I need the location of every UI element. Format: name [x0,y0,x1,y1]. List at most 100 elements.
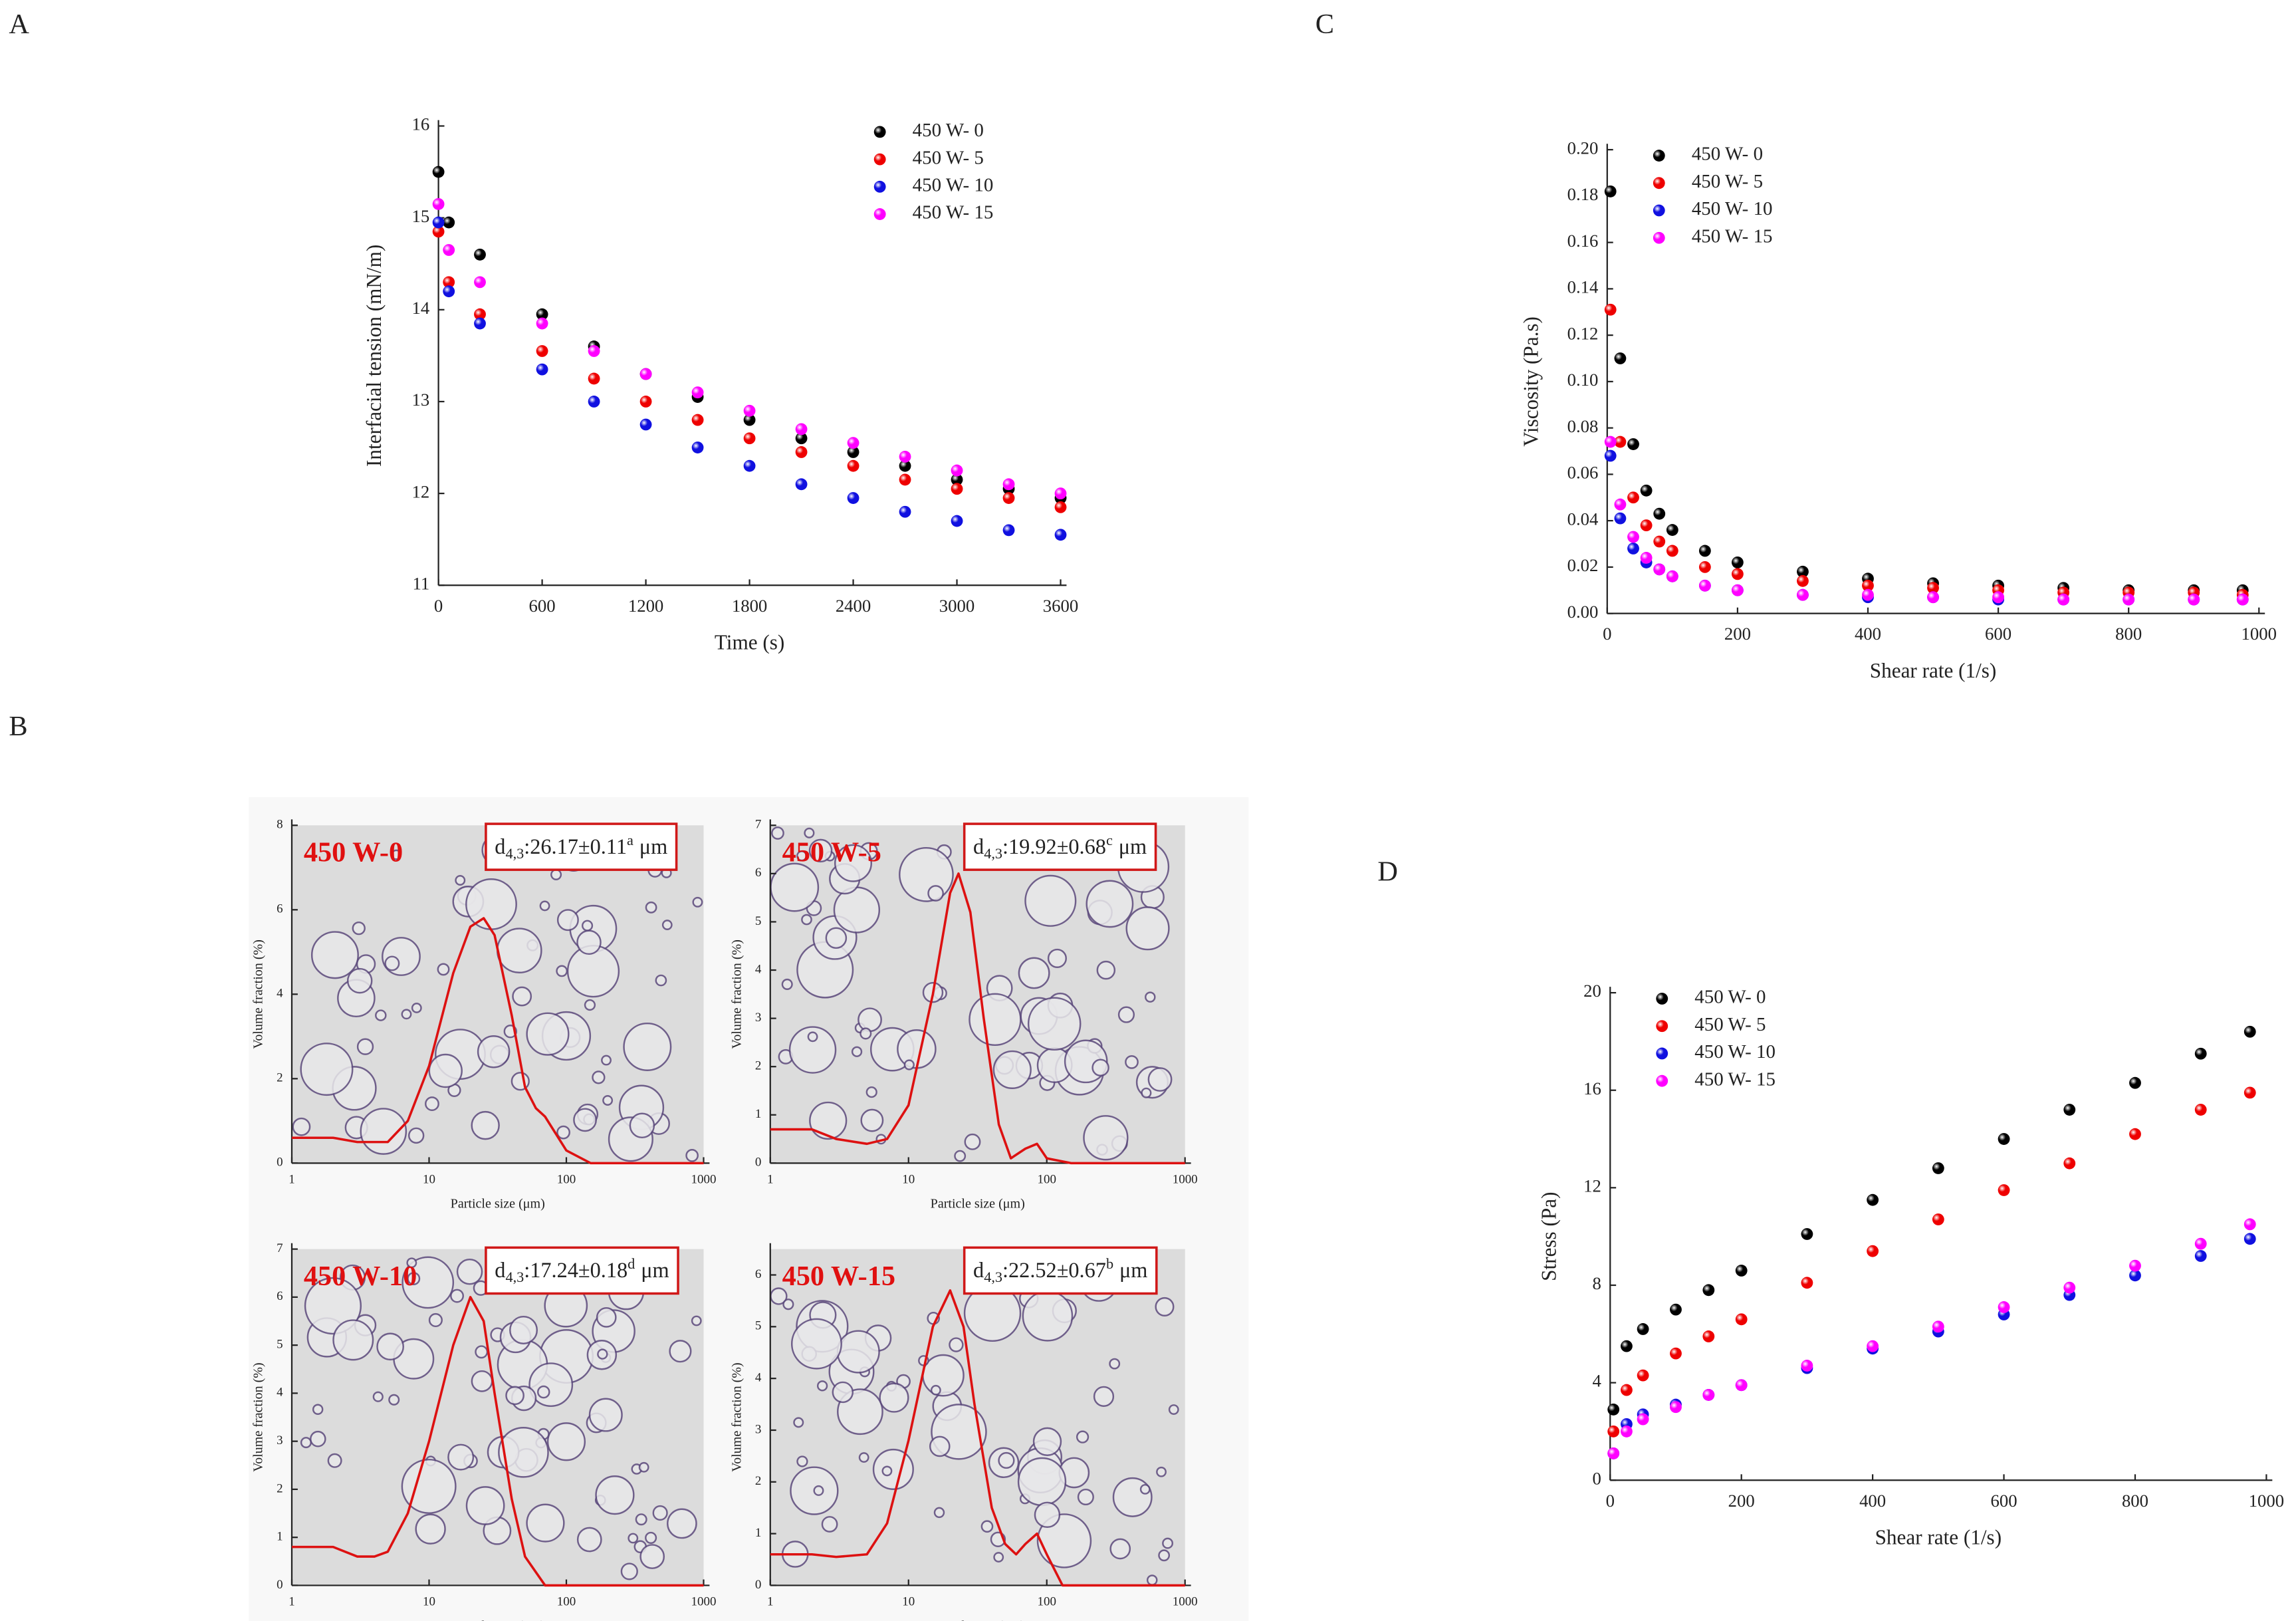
droplet [836,1330,880,1374]
legend-label: 450 W- 0 [1694,987,1766,1008]
annotation-superscript: b [1106,1255,1113,1272]
droplet [356,1038,374,1055]
y-axis-title: Interfacial tension (mN/m) [362,245,386,467]
x-tick-label: 100 [557,1172,576,1186]
data-point [1801,1228,1813,1240]
droplet [1112,1477,1153,1517]
droplet [428,1312,443,1328]
y-tick-label: 0.00 [1567,602,1599,622]
data-point [1604,449,1617,462]
annotation-unit: μm [1119,1259,1147,1283]
y-tick-label: 6 [277,1289,283,1303]
y-tick-label: 0.16 [1567,231,1599,251]
y-tick-label: 8 [277,818,283,832]
data-point [1054,501,1067,513]
data-point [1627,543,1639,555]
data-point [1702,1389,1715,1401]
x-tick-label: 3000 [939,596,975,616]
y-tick-label: 5 [277,1337,283,1351]
droplet [692,896,703,908]
data-point [2063,1281,2076,1294]
data-point [1604,436,1617,448]
y-tick-label: 0.06 [1567,463,1599,483]
legend-label: 450 W- 0 [913,120,984,141]
droplet [804,827,815,838]
droplet [471,1370,493,1392]
legend-marker [1653,177,1665,189]
panel-label: A [9,9,29,40]
droplet [1018,957,1050,989]
data-point [1002,524,1015,537]
droplet [505,1386,524,1406]
y-axis-title: Viscosity (Pa.s) [1520,316,1543,447]
data-point [847,459,860,472]
droplet [1139,1483,1151,1495]
data-point [536,363,548,376]
data-point [1797,574,1809,587]
x-tick-label: 400 [1855,624,1881,644]
y-tick-label: 20 [1583,981,1601,1001]
data-point [443,276,455,289]
x-axis-title: Particle size (μm) [931,1196,1025,1211]
data-point [639,396,652,408]
data-point [1670,1303,1682,1316]
droplet [1083,1115,1129,1161]
annotation: d4,3:19.92±0.68c μm [973,832,1147,862]
droplet [809,1101,848,1140]
droplet [596,1307,617,1328]
x-tick-label: 400 [1859,1491,1886,1511]
droplet [788,1026,837,1074]
y-tick-label: 4 [277,1386,283,1400]
data-point [1640,552,1653,564]
annotation-symbol: d [495,834,505,858]
droplet [584,999,596,1011]
x-tick-label: 1000 [691,1594,717,1608]
droplet [790,1318,842,1370]
droplet [1162,1537,1174,1549]
y-tick-label: 1 [277,1530,283,1544]
droplet [899,846,954,902]
droplet [581,920,594,932]
droplet [537,1385,550,1399]
legend-label: 450 W- 15 [1692,225,1773,247]
sample-label: 450 W-0 [304,837,403,868]
data-point [1735,1265,1748,1277]
data-point [1607,1426,1620,1437]
x-tick-label: 1000 [2249,1491,2284,1511]
legend-marker [1656,1074,1668,1087]
annotation-box [963,822,1157,871]
x-tick-label: 3600 [1043,596,1078,616]
droplet [1141,1087,1152,1098]
data-point [1698,545,1711,557]
data-point [1927,591,1939,604]
data-point [951,515,963,527]
data-point [1637,1323,1649,1335]
data-point [536,308,548,320]
droplet [546,1422,586,1461]
data-point [639,368,652,380]
y-tick-label: 0.20 [1567,138,1599,158]
droplet [796,850,808,862]
y-tick-label: 0.04 [1567,509,1599,529]
annotation-unit: μm [1119,834,1147,858]
droplet [407,1272,421,1286]
droplet [573,1108,597,1132]
data-point [536,345,548,357]
data-point [847,437,860,449]
y-tick-label: 3 [755,1422,761,1436]
droplet [969,993,1022,1047]
x-tick-label: 600 [1991,1491,2017,1511]
data-point [443,216,455,229]
droplet [782,1299,794,1310]
droplet [556,965,568,977]
y-axis-title: Volume fraction (%) [251,1362,266,1471]
droplet [639,1544,665,1569]
data-point [1927,582,1939,594]
sample-label: 450 W-10 [304,1261,417,1292]
data-point [2129,1076,2141,1089]
y-tick-label: 6 [277,902,283,916]
annotation-superscript: c [1106,832,1113,848]
data-point [743,432,756,445]
legend-label: 450 W- 15 [913,202,994,223]
annotation-subscript: 4,3 [505,1269,524,1285]
